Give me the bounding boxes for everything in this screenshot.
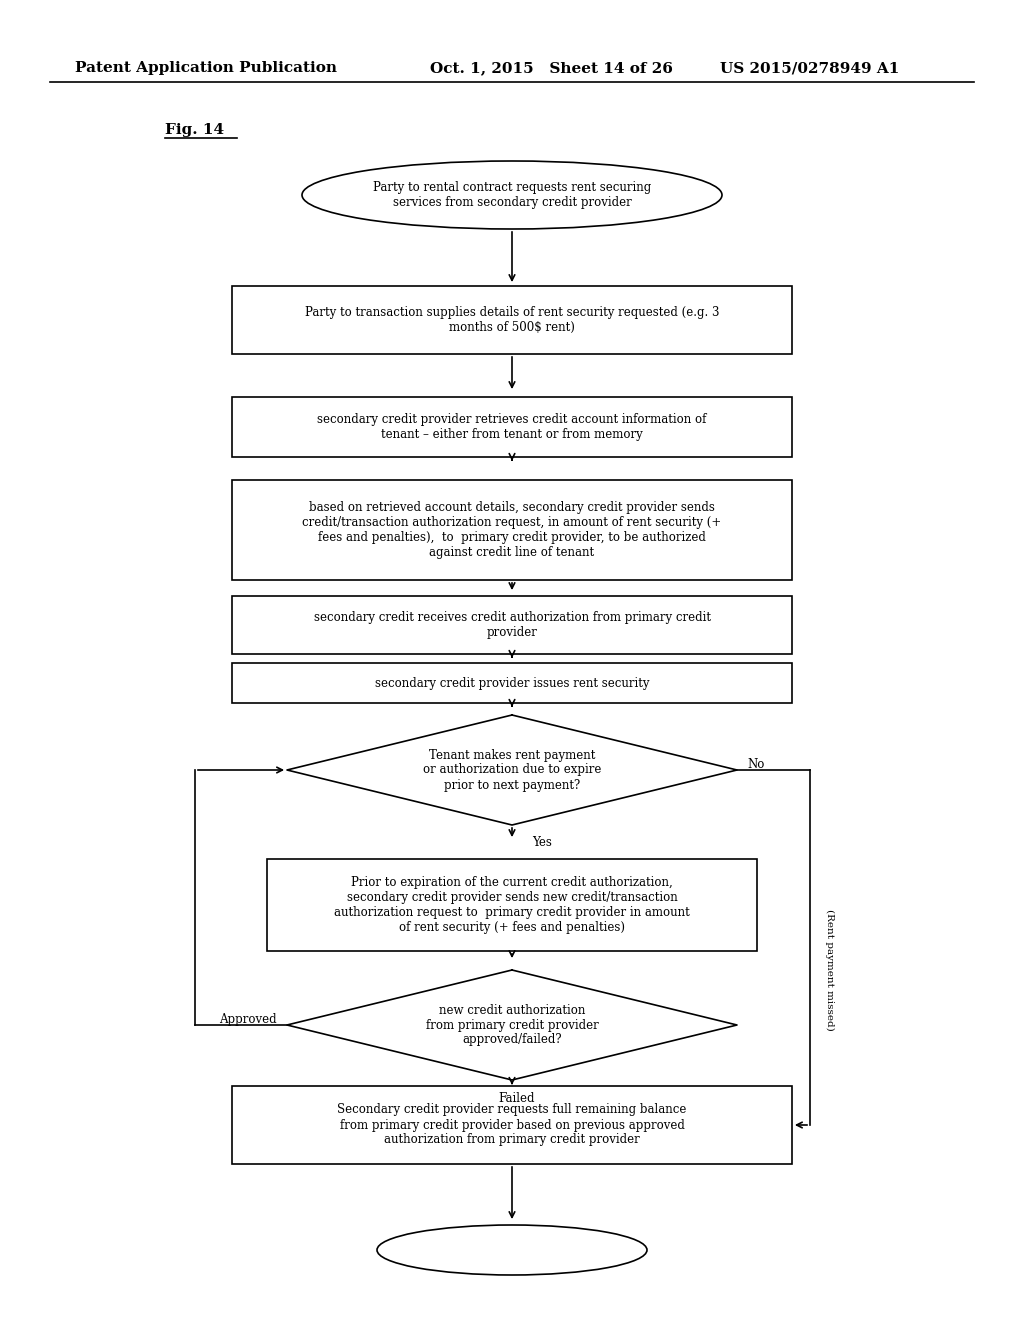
Text: Party to transaction supplies details of rent security requested (e.g. 3
months : Party to transaction supplies details of…	[305, 306, 719, 334]
Text: Yes: Yes	[532, 837, 552, 850]
Text: Approved: Approved	[219, 1014, 278, 1027]
Text: Prior to expiration of the current credit authorization,
secondary credit provid: Prior to expiration of the current credi…	[334, 876, 690, 935]
Text: (Rent payment missed): (Rent payment missed)	[825, 909, 835, 1031]
Text: new credit authorization
from primary credit provider
approved/failed?: new credit authorization from primary cr…	[426, 1003, 598, 1047]
Text: US 2015/0278949 A1: US 2015/0278949 A1	[720, 61, 899, 75]
Text: Tenant makes rent payment
or authorization due to expire
prior to next payment?: Tenant makes rent payment or authorizati…	[423, 748, 601, 792]
Bar	[232, 480, 792, 579]
Text: Failed: Failed	[499, 1092, 536, 1105]
Text: secondary credit receives credit authorization from primary credit
provider: secondary credit receives credit authori…	[313, 611, 711, 639]
Text: Secondary credit provider requests full remaining balance
from primary credit pr: Secondary credit provider requests full …	[337, 1104, 687, 1147]
Text: Fig. 14: Fig. 14	[165, 123, 224, 137]
Bar	[232, 597, 792, 653]
Bar	[232, 663, 792, 704]
Text: secondary credit provider issues rent security: secondary credit provider issues rent se…	[375, 676, 649, 689]
Text: No: No	[746, 759, 764, 771]
Text: secondary credit provider retrieves credit account information of
tenant – eithe: secondary credit provider retrieves cred…	[317, 413, 707, 441]
Text: Patent Application Publication: Patent Application Publication	[75, 61, 337, 75]
Bar	[267, 859, 757, 950]
Text: Oct. 1, 2015   Sheet 14 of 26: Oct. 1, 2015 Sheet 14 of 26	[430, 61, 673, 75]
Bar	[232, 1086, 792, 1164]
Text: based on retrieved account details, secondary credit provider sends
credit/trans: based on retrieved account details, seco…	[302, 502, 722, 558]
Bar	[232, 286, 792, 354]
Bar	[232, 397, 792, 457]
Text: Party to rental contract requests rent securing
services from secondary credit p: Party to rental contract requests rent s…	[373, 181, 651, 209]
